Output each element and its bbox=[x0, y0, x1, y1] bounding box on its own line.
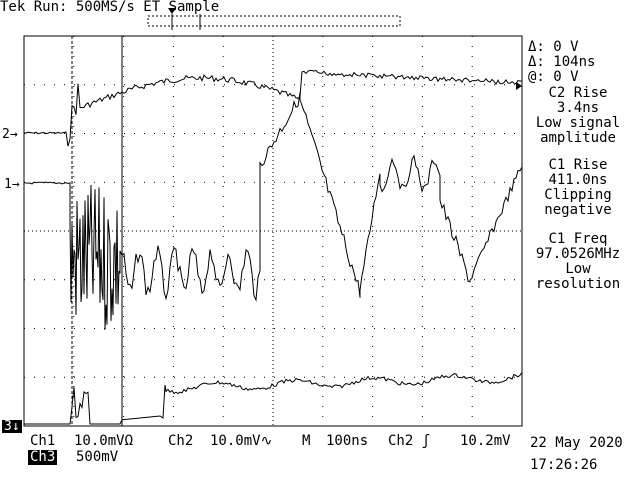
trigger-level-icon bbox=[516, 82, 522, 90]
ch3-trace bbox=[24, 372, 523, 425]
record-view-bracket bbox=[147, 14, 401, 30]
delta-time-readout: Δ: 104ns bbox=[528, 54, 596, 70]
measurement-note: resolution bbox=[535, 276, 621, 292]
timebase-label[interactable]: M bbox=[302, 433, 311, 449]
ch1-trace bbox=[23, 92, 523, 330]
measurement-c1-rise: C1 Rise 411.0ns Clipping negative bbox=[522, 158, 634, 218]
ch1-scale: 10.0mVΩ bbox=[74, 433, 134, 449]
at-volts-readout: @: 0 V bbox=[528, 69, 579, 85]
ch3-scale: 500mV bbox=[76, 449, 119, 465]
trigger-source[interactable]: Ch2 ʃ bbox=[388, 433, 431, 449]
measurement-title: C2 Rise bbox=[548, 85, 608, 101]
delta-volts-readout: Δ: 0 V bbox=[528, 39, 579, 55]
ch2-scale: 10.0mV∿ bbox=[210, 433, 273, 449]
measurement-title: C1 Rise bbox=[548, 157, 608, 173]
ch2-trace bbox=[23, 69, 523, 147]
acquisition-status: Tek Run: 500MS/s ET Sample bbox=[0, 0, 220, 15]
ch1-marker[interactable]: 1→ bbox=[4, 177, 20, 192]
measurement-c1-freq: C1 Freq 97.0526MHz Low resolution bbox=[522, 232, 634, 292]
trigger-level: 10.2mV bbox=[460, 433, 511, 449]
date-readout: 22 May 2020 bbox=[530, 435, 623, 451]
graticule-grid bbox=[24, 36, 522, 426]
timebase-scale: 100ns bbox=[326, 433, 369, 449]
measurement-title: C1 Freq bbox=[548, 231, 608, 247]
measurement-c2-rise: C2 Rise 3.4ns Low signal amplitude bbox=[522, 86, 634, 146]
ch2-label[interactable]: Ch2 bbox=[168, 433, 194, 449]
measurement-note: Low bbox=[565, 261, 591, 277]
measurement-value: 3.4ns bbox=[556, 100, 600, 116]
measurement-note: negative bbox=[544, 202, 612, 218]
ch1-label[interactable]: Ch1 bbox=[30, 433, 56, 449]
measurement-value: 411.0ns bbox=[548, 172, 608, 188]
time-readout: 17:26:26 bbox=[530, 457, 598, 473]
ch3-marker[interactable]: 3↓ bbox=[2, 419, 22, 434]
ch3-label[interactable]: Ch3 bbox=[28, 449, 58, 465]
ch2-marker[interactable]: 2→ bbox=[2, 127, 18, 142]
measurement-note: Low signal bbox=[535, 115, 621, 131]
measurement-note: Clipping bbox=[544, 187, 612, 203]
measurement-note: amplitude bbox=[540, 130, 616, 146]
trigger-position-icon bbox=[168, 8, 176, 14]
measurement-value: 97.0526MHz bbox=[535, 246, 621, 262]
